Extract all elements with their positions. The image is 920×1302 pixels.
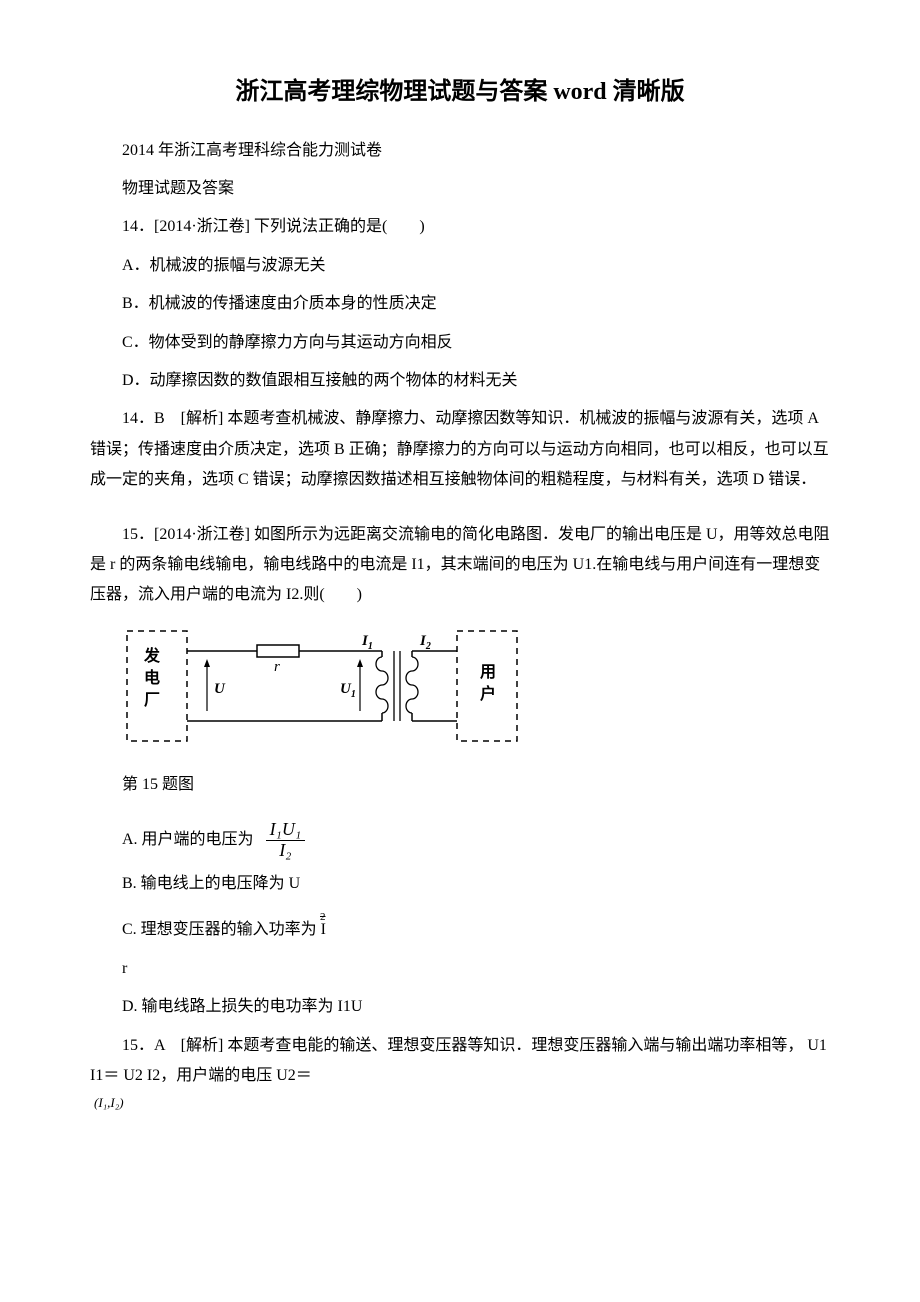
q15-opt-b: B. 输电线上的电压降为 U xyxy=(90,869,830,899)
svg-text:U1: U1 xyxy=(340,681,356,700)
subtitle-2: 物理试题及答案 xyxy=(90,174,830,204)
svg-text:r: r xyxy=(274,659,280,675)
svg-text:U: U xyxy=(214,681,226,697)
subtitle-1: 2014 年浙江高考理科综合能力测试卷 xyxy=(90,136,830,166)
paren-expr: (I₁,I₂) xyxy=(94,1095,124,1110)
svg-text:发: 发 xyxy=(143,646,161,665)
frac-den: I₂ xyxy=(266,841,306,861)
q15-opt-c: C. 理想变压器的输入功率为 I2 xyxy=(90,907,830,945)
fraction-icon: I₁U₁ I₂ xyxy=(266,820,306,861)
q15-opt-d: D. 输电线路上损失的电功率为 I1U xyxy=(90,992,830,1022)
q15-stem: 15．[2014·浙江卷] 如图所示为远距离交流输电的简化电路图．发电厂的输出电… xyxy=(90,520,830,611)
q14-opt-c: C．物体受到的静摩擦力方向与其运动方向相反 xyxy=(90,328,830,358)
superscript-2: 2 xyxy=(320,911,326,923)
q14-stem: 14．[2014·浙江卷] 下列说法正确的是( ) xyxy=(90,212,830,242)
svg-text:电: 电 xyxy=(144,668,160,687)
q14-opt-d: D．动摩擦因数的数值跟相互接触的两个物体的材料无关 xyxy=(90,366,830,396)
q14-opt-a: A．机械波的振幅与波源无关 xyxy=(90,251,830,281)
q14-opt-b: B．机械波的传播速度由介质本身的性质决定 xyxy=(90,289,830,319)
q15-a-prefix: A. 用户端的电压为 xyxy=(90,825,254,855)
q14-answer: 14．B [解析] 本题考查机械波、静摩擦力、动摩擦因数等知识．机械波的振幅与波… xyxy=(90,404,830,495)
frac-num: I₁U₁ xyxy=(266,820,306,841)
page-title: 浙江高考理综物理试题与答案 word 清晰版 xyxy=(90,70,830,116)
q15-answer: 15．A [解析] 本题考查电能的输送、理想变压器等知识．理想变压器输入端与输出… xyxy=(90,1031,830,1125)
svg-text:I1: I1 xyxy=(361,633,373,652)
circuit-diagram: 发 电 厂 用 户 r U U1 I1 I2 xyxy=(122,621,830,762)
svg-text:户: 户 xyxy=(480,684,496,703)
figure-caption: 第 15 题图 xyxy=(90,770,830,800)
svg-text:用: 用 xyxy=(480,663,496,681)
q15-r-line: r xyxy=(90,954,830,984)
q15-ans-text: 15．A [解析] 本题考查电能的输送、理想变压器等知识．理想变压器输入端与输出… xyxy=(90,1031,830,1092)
q15-opt-a: A. 用户端的电压为 I₁U₁ I₂ xyxy=(90,820,830,861)
svg-text:厂: 厂 xyxy=(144,692,160,709)
circuit-svg: 发 电 厂 用 户 r U U1 I1 I2 xyxy=(122,621,522,751)
q15-c-text: C. 理想变压器的输入功率为 I xyxy=(90,915,326,945)
svg-text:I2: I2 xyxy=(419,633,431,652)
